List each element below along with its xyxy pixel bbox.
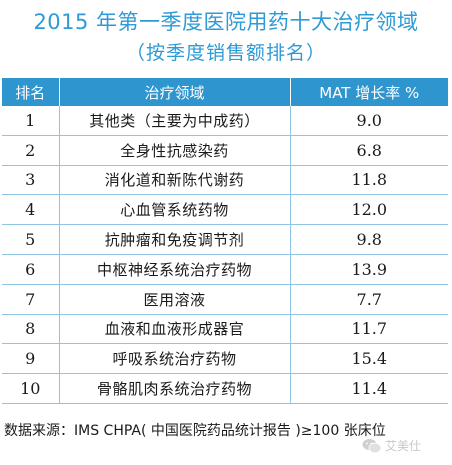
table-row: 6 中枢神经系统治疗药物 13.9 bbox=[2, 254, 448, 285]
mat-growth-cell: 12.0 bbox=[290, 194, 448, 226]
therapy-area-cell: 中枢神经系统治疗药物 bbox=[59, 254, 291, 285]
watermark-text: 艾美仕 bbox=[385, 439, 422, 453]
therapy-area-cell: 医用溶液 bbox=[59, 284, 291, 315]
page-title: 2015 年第一季度医院用药十大治疗领域 bbox=[33, 10, 419, 34]
table-row: 2 全身性抗感染药 6.8 bbox=[2, 135, 448, 166]
mat-growth-cell: 9.8 bbox=[290, 224, 448, 255]
mat-growth-cell: 13.9 bbox=[290, 254, 448, 285]
therapy-area-cell: 骨骼肌肉系统治疗药物 bbox=[59, 373, 291, 404]
therapy-area-cell: 消化道和新陈代谢药 bbox=[59, 165, 291, 196]
table-row: 4 心血管系统药物 12.0 bbox=[2, 194, 448, 226]
rank-cell: 4 bbox=[2, 194, 60, 226]
table-row: 1 其他类（主要为中成药） 9.0 bbox=[2, 106, 448, 136]
therapy-area-cell: 血液和血液形成器官 bbox=[59, 314, 291, 345]
header-therapy-area: 治疗领域 bbox=[59, 78, 291, 106]
rank-cell: 10 bbox=[2, 373, 60, 404]
mat-growth-cell: 6.8 bbox=[290, 135, 448, 166]
table-row: 5 抗肿瘤和免疫调节剂 9.8 bbox=[2, 224, 448, 255]
mat-growth-cell: 7.7 bbox=[290, 284, 448, 315]
therapy-area-cell: 抗肿瘤和免疫调节剂 bbox=[59, 224, 291, 255]
table-row: 7 医用溶液 7.7 bbox=[2, 284, 448, 315]
therapy-area-cell: 呼吸系统治疗药物 bbox=[59, 343, 291, 375]
table-row: 8 血液和血液形成器官 11.7 bbox=[2, 314, 448, 345]
therapy-area-cell: 其他类（主要为中成药） bbox=[59, 106, 291, 136]
mat-growth-cell: 11.4 bbox=[290, 373, 448, 404]
data-source-note: 数据来源：IMS CHPA( 中国医院药品统计报告 )≥100 张床位 bbox=[4, 423, 386, 439]
therapy-area-cell: 全身性抗感染药 bbox=[59, 135, 291, 166]
mat-growth-cell: 11.8 bbox=[290, 165, 448, 196]
mat-growth-cell: 15.4 bbox=[290, 343, 448, 375]
table-row: 9 呼吸系统治疗药物 15.4 bbox=[2, 343, 448, 375]
therapy-area-cell: 心血管系统药物 bbox=[59, 194, 291, 226]
mat-growth-cell: 11.7 bbox=[290, 314, 448, 345]
rank-cell: 6 bbox=[2, 254, 60, 285]
header-mat-growth: MAT 增长率 % bbox=[290, 78, 448, 106]
rank-cell: 3 bbox=[2, 165, 60, 196]
table-header-row: 排名 治疗领域 MAT 增长率 % bbox=[2, 78, 448, 106]
rank-cell: 5 bbox=[2, 224, 60, 255]
table-row: 10 骨骼肌肉系统治疗药物 11.4 bbox=[2, 373, 448, 404]
mat-growth-cell: 9.0 bbox=[290, 106, 448, 136]
ranking-table: 排名 治疗领域 MAT 增长率 % 1 其他类（主要为中成药） 9.0 2 全身… bbox=[2, 78, 448, 404]
page-subtitle: （按季度销售额排名） bbox=[125, 42, 326, 64]
wechat-icon bbox=[362, 438, 382, 453]
table-row: 3 消化道和新陈代谢药 11.8 bbox=[2, 165, 448, 196]
rank-cell: 9 bbox=[2, 343, 60, 375]
watermark: 艾美仕 bbox=[362, 437, 421, 454]
header-rank: 排名 bbox=[2, 78, 60, 106]
rank-cell: 1 bbox=[2, 106, 60, 136]
rank-cell: 2 bbox=[2, 135, 60, 166]
rank-cell: 8 bbox=[2, 314, 60, 345]
rank-cell: 7 bbox=[2, 284, 60, 315]
